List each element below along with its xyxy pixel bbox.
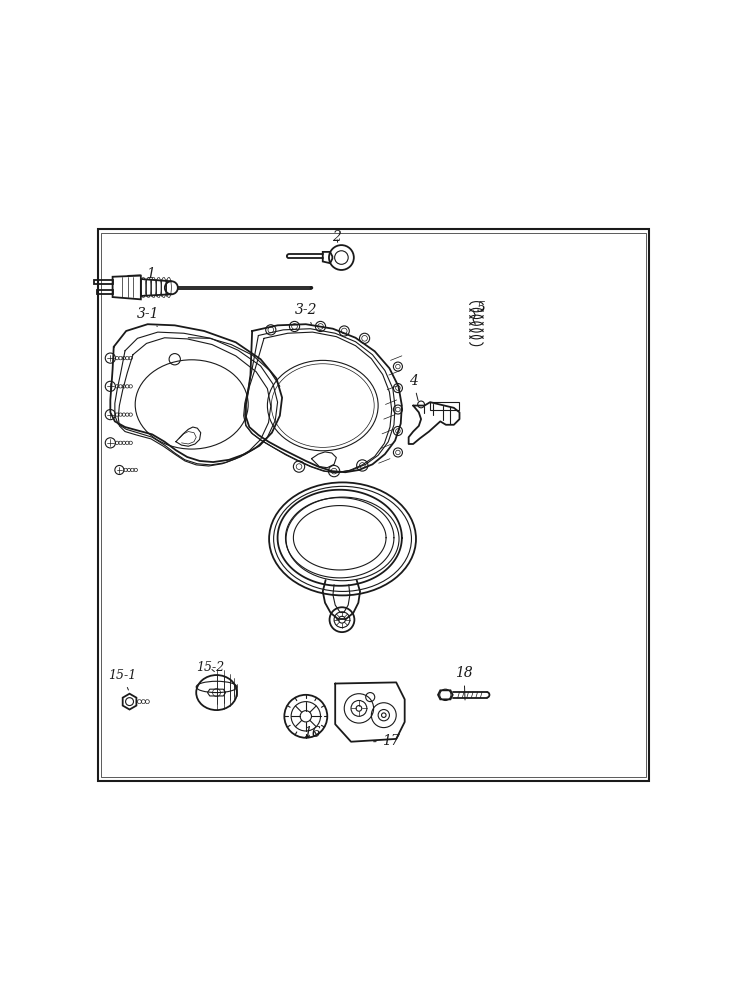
Text: 18: 18 — [455, 666, 473, 700]
Text: 3-1: 3-1 — [136, 307, 159, 327]
Text: 15-2: 15-2 — [195, 661, 224, 674]
Text: 15-1: 15-1 — [108, 669, 136, 690]
Text: 2: 2 — [332, 230, 341, 244]
Text: 3-2: 3-2 — [295, 303, 317, 324]
Text: 16: 16 — [303, 726, 320, 740]
Text: 4: 4 — [409, 374, 418, 401]
Text: 5: 5 — [474, 301, 486, 315]
Text: 1: 1 — [128, 267, 155, 281]
Text: 17: 17 — [373, 734, 399, 748]
